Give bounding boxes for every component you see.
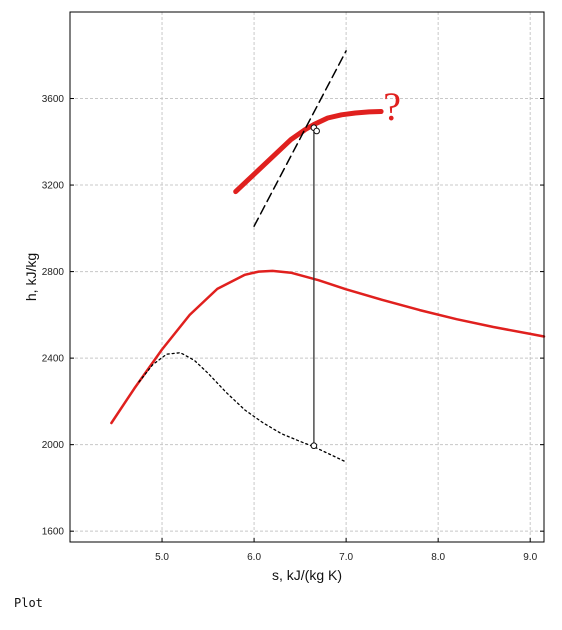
- y-tick-label: 3600: [42, 94, 65, 105]
- x-tick-label: 7.0: [339, 552, 353, 563]
- chart: 5.0 6.0 7.0 8.0 9.0160020002400280032003600 …: [23, 11, 546, 583]
- series-layer: [110, 50, 546, 463]
- caption: Plot: [14, 596, 43, 610]
- series-line-3: [253, 50, 347, 227]
- series-line-1: [110, 269, 546, 425]
- x-tick-label: 9.0: [523, 552, 537, 563]
- marker-layer: [310, 124, 320, 450]
- state-point: [310, 442, 318, 450]
- ticks: 5.0 6.0 7.0 8.0 9.0 1600 2000 2400 2800 3200 3600: [42, 94, 544, 563]
- x-tick-label: 8.0: [431, 552, 445, 563]
- question-annotation: ?: [383, 84, 401, 129]
- y-tick-label: 1600: [42, 527, 65, 538]
- y-axis-label: h, kJ/kg: [23, 253, 39, 301]
- plot-frame: [69, 11, 545, 543]
- y-tick-label: 2000: [42, 440, 65, 451]
- y-tick-label: 2400: [42, 354, 65, 365]
- y-tick-label: 2800: [42, 267, 65, 278]
- x-axis-label: s, kJ/(kg K): [272, 567, 342, 583]
- series-line-2: [233, 109, 384, 195]
- x-tick-label: 5.0: [155, 552, 169, 563]
- y-tick-label: 3200: [42, 181, 65, 192]
- x-tick-label: 6.0: [247, 552, 261, 563]
- state-point: [313, 127, 320, 135]
